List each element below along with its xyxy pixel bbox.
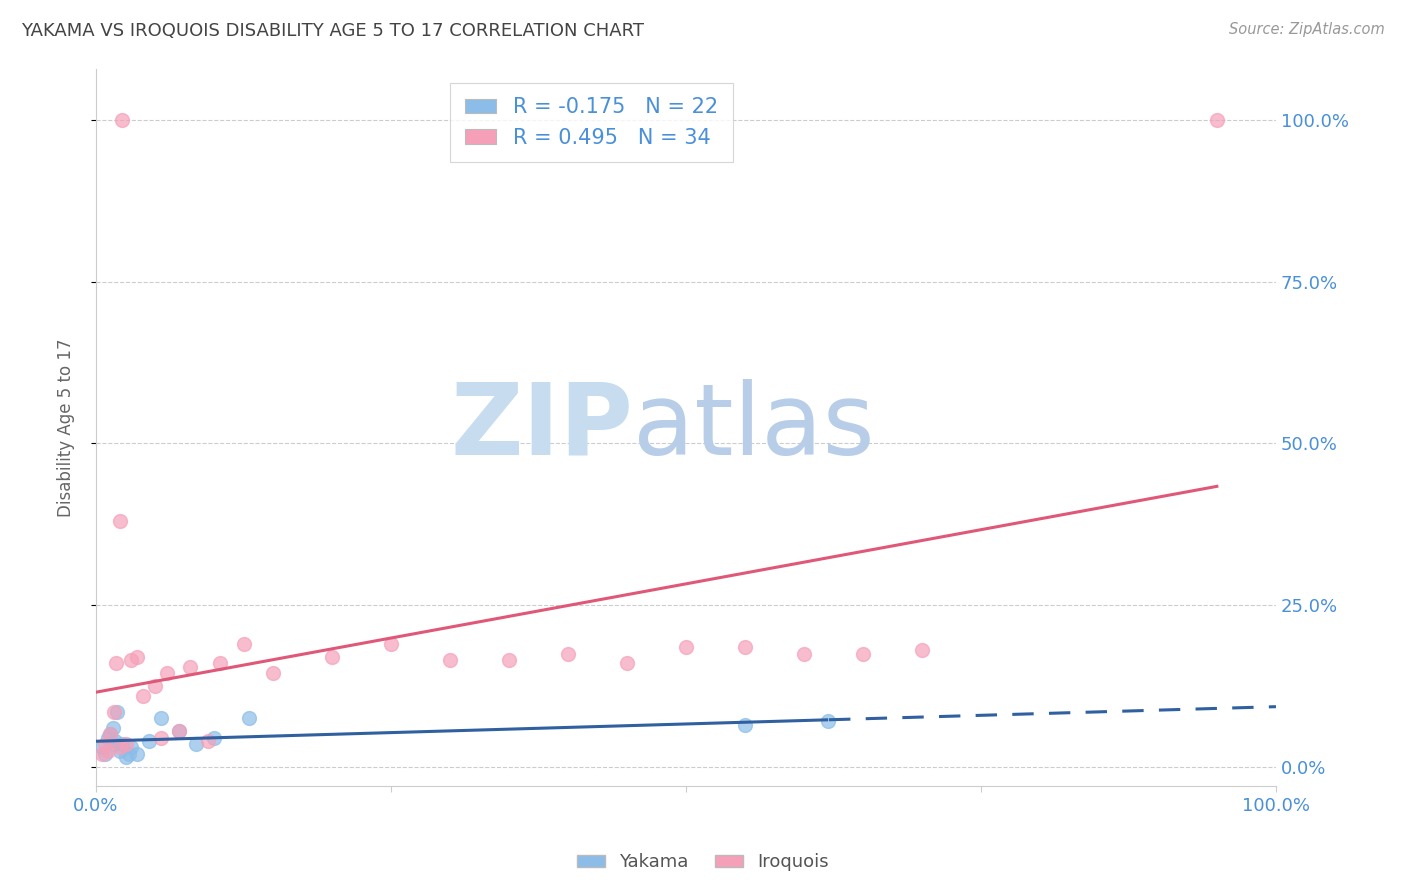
Point (118, 747, 141, 761)
Point (111, 113, 134, 128)
Point (94, 737, 117, 751)
Point (557, 647, 579, 661)
Point (734, 717, 756, 731)
Point (108, 743, 131, 757)
Legend: Yakama, Iroquois: Yakama, Iroquois (571, 847, 835, 879)
Point (232, 637, 254, 651)
Point (111, 737, 134, 751)
Point (167, 724, 190, 739)
Point (149, 711, 172, 725)
Legend: R = -0.175   N = 22, R = 0.495   N = 34: R = -0.175 N = 22, R = 0.495 N = 34 (450, 83, 733, 162)
Point (104, 734, 127, 748)
Point (202, 731, 225, 745)
Point (114, 737, 136, 751)
Point (262, 665, 284, 680)
Point (101, 721, 124, 735)
Point (167, 724, 190, 739)
Point (105, 657, 128, 671)
Point (127, 747, 149, 761)
Point (138, 734, 160, 748)
Point (793, 647, 815, 661)
Point (197, 734, 219, 748)
Point (1206, 113, 1229, 128)
Y-axis label: Disability Age 5 to 17: Disability Age 5 to 17 (58, 338, 75, 516)
Point (114, 750, 136, 764)
Point (675, 640, 697, 654)
Point (98, 727, 121, 741)
Point (616, 657, 638, 671)
Text: atlas: atlas (633, 379, 875, 475)
Point (98, 727, 121, 741)
Point (97, 743, 120, 757)
Point (108, 514, 131, 528)
Point (149, 731, 172, 745)
Point (498, 653, 520, 667)
Point (105, 705, 128, 719)
Point (120, 740, 142, 755)
Point (108, 740, 131, 755)
Point (90, 740, 112, 755)
Point (97, 731, 120, 745)
Point (186, 737, 208, 751)
Text: YAKAMA VS IROQUOIS DISABILITY AGE 5 TO 17 CORRELATION CHART: YAKAMA VS IROQUOIS DISABILITY AGE 5 TO 1… (21, 22, 644, 40)
Point (143, 679, 166, 693)
Point (156, 665, 179, 680)
Point (439, 653, 461, 667)
Point (321, 649, 343, 664)
Point (817, 714, 839, 729)
Point (179, 659, 201, 673)
Point (911, 643, 934, 657)
Point (852, 647, 875, 661)
Point (127, 649, 149, 664)
Point (120, 653, 142, 667)
Point (208, 657, 231, 671)
Text: ZIP: ZIP (450, 379, 633, 475)
Point (103, 705, 125, 719)
Point (734, 640, 756, 654)
Point (103, 737, 125, 751)
Point (94, 747, 117, 761)
Point (238, 711, 260, 725)
Text: Source: ZipAtlas.com: Source: ZipAtlas.com (1229, 22, 1385, 37)
Point (90, 747, 112, 761)
Point (132, 689, 155, 703)
Point (380, 637, 402, 651)
